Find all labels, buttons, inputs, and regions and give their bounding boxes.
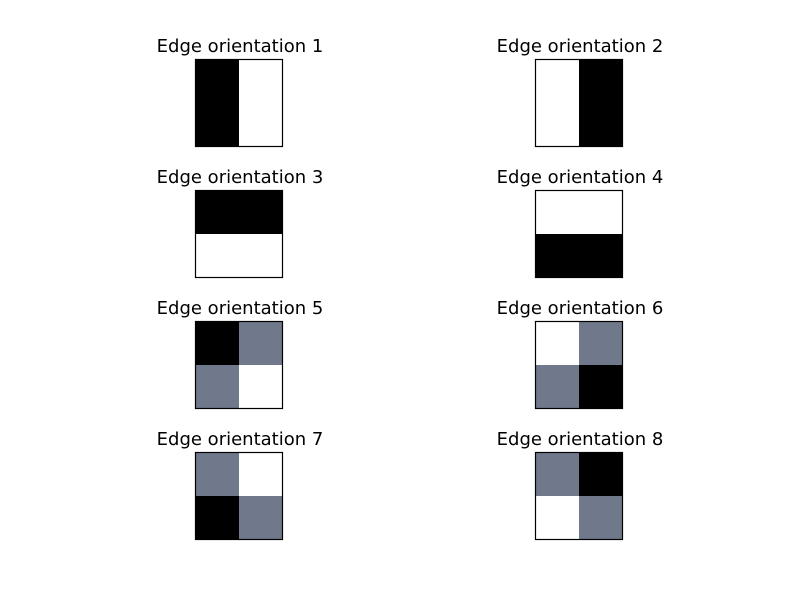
panel-title: Edge orientation 8 [496, 429, 664, 450]
heatmap-grid [534, 58, 624, 148]
heatmap-cell-black [579, 103, 623, 147]
panel-8: Edge orientation 8 [450, 428, 710, 541]
panel-2: Edge orientation 2 [450, 35, 710, 148]
heatmap-cell-black [195, 59, 239, 103]
heatmap-cell-gray [535, 452, 579, 496]
axes-frame [194, 451, 284, 541]
heatmap-grid [194, 451, 284, 541]
heatmap-cell-gray [239, 321, 283, 365]
heatmap-cell-black [579, 234, 623, 278]
heatmap-grid [194, 320, 284, 410]
panel-4: Edge orientation 4 [450, 166, 710, 279]
heatmap-grid [534, 320, 624, 410]
axes-frame [194, 58, 284, 148]
axes-frame [194, 320, 284, 410]
heatmap-cell-white [239, 103, 283, 147]
heatmap-cell-black [195, 103, 239, 147]
heatmap-cell-white [239, 234, 283, 278]
heatmap-cell-gray [239, 496, 283, 540]
heatmap-cell-gray [195, 452, 239, 496]
heatmap-cell-black [535, 234, 579, 278]
heatmap-cell-gray [579, 496, 623, 540]
heatmap-grid [194, 189, 284, 279]
panel-title: Edge orientation 7 [156, 429, 324, 450]
panel-title: Edge orientation 3 [156, 167, 324, 188]
panel-7: Edge orientation 7 [110, 428, 370, 541]
heatmap-cell-black [579, 59, 623, 103]
panel-6: Edge orientation 6 [450, 297, 710, 410]
heatmap-grid [194, 58, 284, 148]
panel-title: Edge orientation 6 [496, 298, 664, 319]
heatmap-cell-white [239, 452, 283, 496]
heatmap-cell-white [239, 59, 283, 103]
heatmap-cell-white [579, 190, 623, 234]
heatmap-cell-white [535, 190, 579, 234]
axes-frame [534, 320, 624, 410]
panel-1: Edge orientation 1 [110, 35, 370, 148]
heatmap-cell-black [195, 321, 239, 365]
axes-frame [534, 451, 624, 541]
heatmap-cell-white [535, 321, 579, 365]
heatmap-cell-gray [535, 365, 579, 409]
axes-frame [534, 189, 624, 279]
panel-3: Edge orientation 3 [110, 166, 370, 279]
axes-frame [534, 58, 624, 148]
heatmap-cell-black [195, 496, 239, 540]
heatmap-cell-black [579, 452, 623, 496]
heatmap-grid [534, 451, 624, 541]
heatmap-cell-white [535, 103, 579, 147]
panel-title: Edge orientation 5 [156, 298, 324, 319]
heatmap-cell-black [579, 365, 623, 409]
heatmap-cell-white [535, 59, 579, 103]
heatmap-cell-gray [579, 321, 623, 365]
heatmap-cell-gray [195, 365, 239, 409]
panel-5: Edge orientation 5 [110, 297, 370, 410]
panel-title: Edge orientation 2 [496, 36, 664, 57]
panel-title: Edge orientation 4 [496, 167, 664, 188]
heatmap-cell-black [239, 190, 283, 234]
heatmap-cell-white [535, 496, 579, 540]
panel-title: Edge orientation 1 [156, 36, 324, 57]
heatmap-cell-white [239, 365, 283, 409]
heatmap-grid [534, 189, 624, 279]
heatmap-cell-white [195, 234, 239, 278]
axes-frame [194, 189, 284, 279]
heatmap-cell-black [195, 190, 239, 234]
